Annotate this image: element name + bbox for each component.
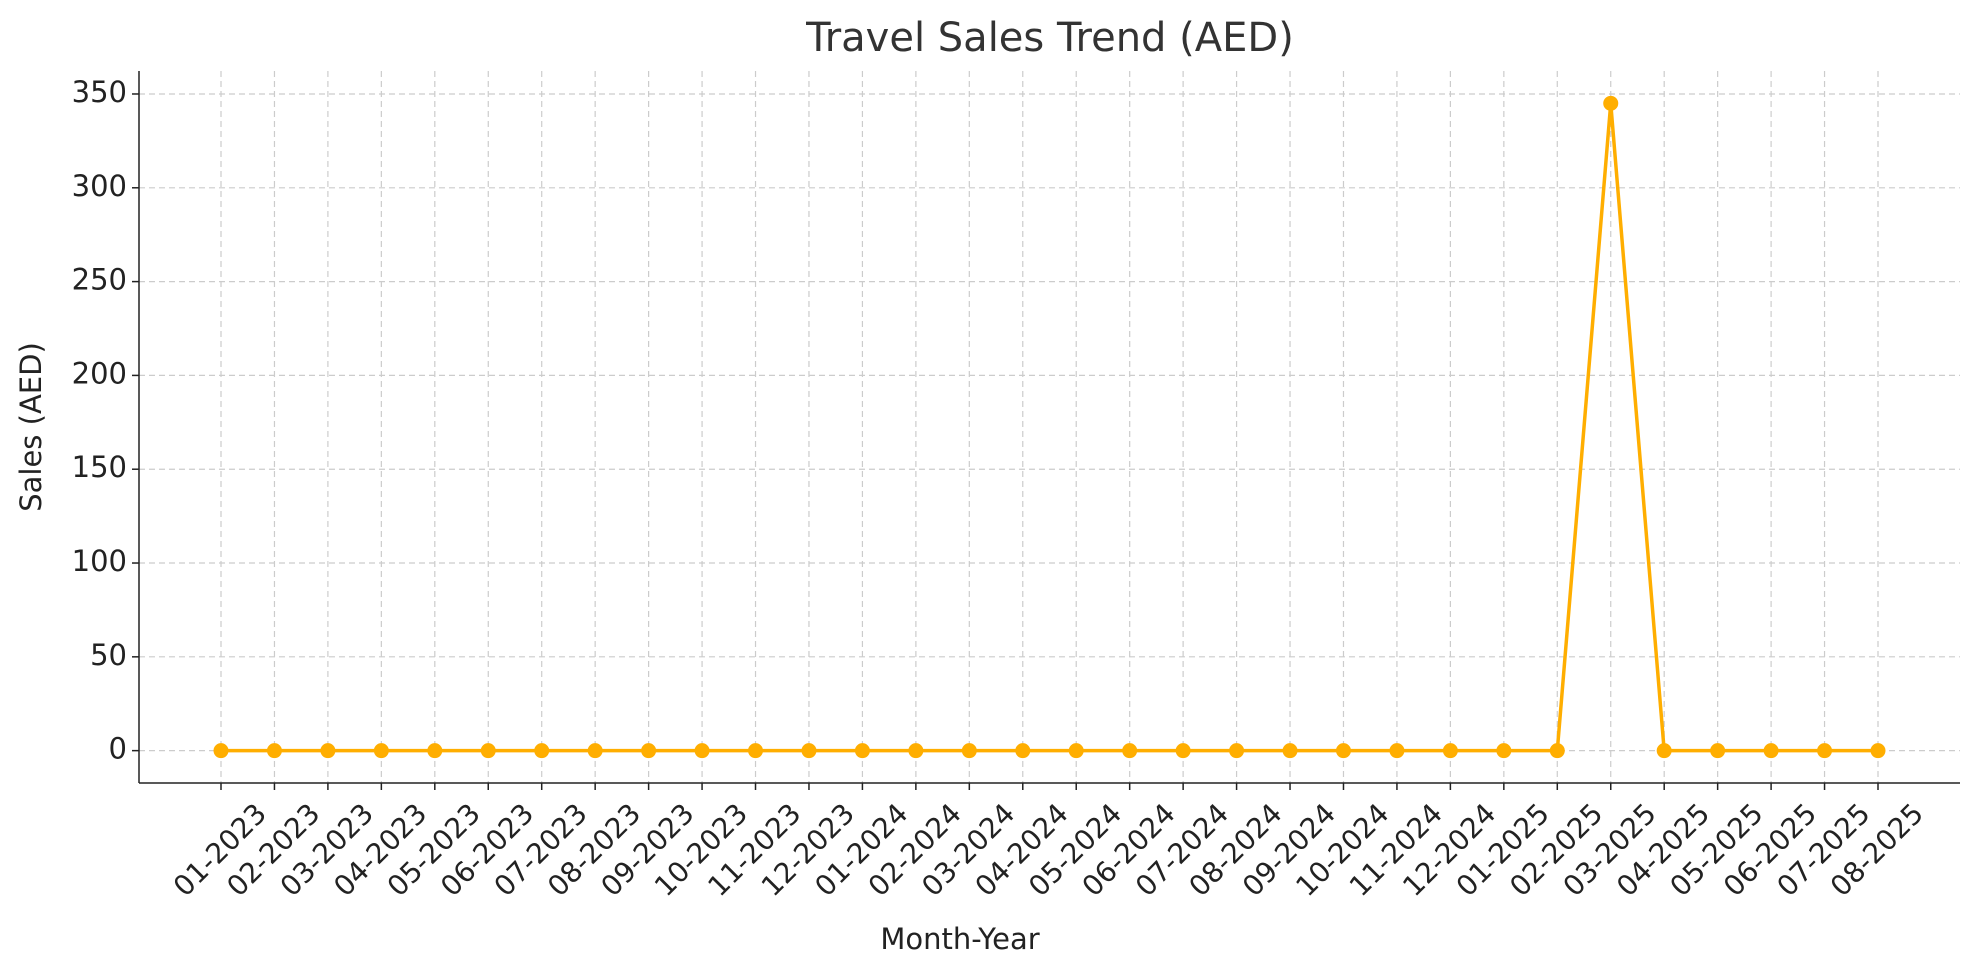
y-tick-label: 350 bbox=[72, 75, 127, 109]
marker bbox=[1015, 743, 1031, 759]
marker bbox=[427, 743, 443, 759]
marker bbox=[266, 743, 282, 759]
y-tick-label: 150 bbox=[72, 450, 127, 484]
marker bbox=[320, 743, 336, 759]
y-axis-label: Sales (AED) bbox=[14, 342, 48, 512]
marker bbox=[1068, 743, 1084, 759]
y-tick-label: 300 bbox=[72, 169, 127, 203]
marker bbox=[587, 743, 603, 759]
marker bbox=[1549, 743, 1565, 759]
marker bbox=[1122, 743, 1138, 759]
marker bbox=[801, 743, 817, 759]
marker bbox=[694, 743, 710, 759]
marker bbox=[854, 743, 870, 759]
marker bbox=[748, 743, 764, 759]
x-axis-label: Month-Year bbox=[880, 922, 1039, 956]
y-tick-label: 100 bbox=[72, 544, 127, 578]
y-tick-label: 250 bbox=[72, 263, 127, 297]
y-tick-label: 0 bbox=[109, 732, 127, 766]
line bbox=[221, 103, 1878, 753]
marker bbox=[1282, 743, 1298, 759]
marker bbox=[1175, 743, 1191, 759]
marker bbox=[1710, 743, 1726, 759]
y-tick-label: 50 bbox=[90, 638, 127, 672]
marker bbox=[213, 743, 229, 759]
chart-title: Travel Sales Trend (AED) bbox=[805, 15, 1294, 61]
marker bbox=[1763, 743, 1779, 759]
marker bbox=[1817, 743, 1833, 759]
marker bbox=[1229, 743, 1245, 759]
marker bbox=[641, 743, 657, 759]
marker bbox=[1442, 743, 1458, 759]
marker bbox=[1496, 743, 1512, 759]
marker bbox=[1389, 743, 1405, 759]
marker bbox=[908, 743, 924, 759]
marker bbox=[373, 743, 389, 759]
marker bbox=[480, 743, 496, 759]
marker bbox=[1603, 95, 1619, 111]
marker bbox=[1656, 743, 1672, 759]
marker bbox=[1870, 743, 1886, 759]
y-tick-label: 200 bbox=[72, 356, 127, 390]
marker bbox=[1335, 743, 1351, 759]
marker bbox=[961, 743, 977, 759]
marker bbox=[534, 743, 550, 759]
